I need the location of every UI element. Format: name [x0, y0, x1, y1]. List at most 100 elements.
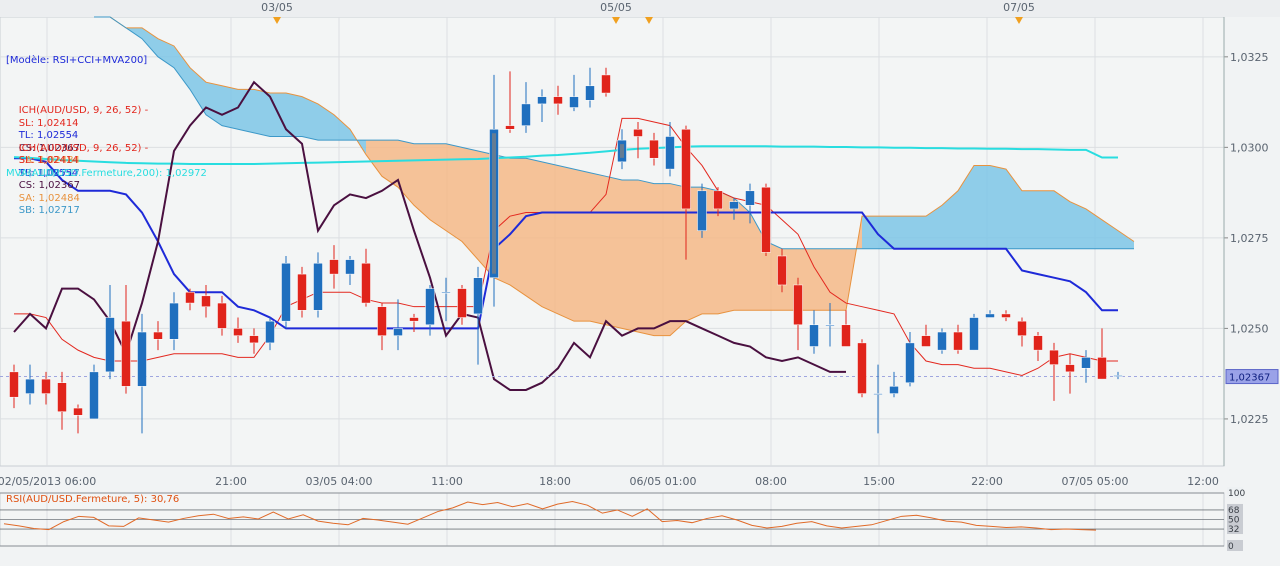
candle-bearish [9, 371, 19, 398]
candle-bullish [89, 371, 99, 420]
candle-bearish [1017, 320, 1027, 336]
candle-bearish [505, 125, 515, 130]
candle-bearish [761, 186, 771, 253]
x-tick-label: 11:00 [431, 475, 463, 488]
candle-bullish [889, 386, 899, 394]
rsi-level-tag [1227, 487, 1243, 498]
candle-highlight [620, 144, 624, 158]
candle-bullish [537, 96, 547, 105]
x-tick-label: 03/05 04:00 [306, 475, 373, 488]
x-tick-label: 22:00 [971, 475, 1003, 488]
candle-bullish [665, 136, 675, 170]
x-tick-label: 12:00 [1187, 475, 1219, 488]
candle-bearish [329, 259, 339, 275]
candle-bearish [857, 342, 867, 394]
candle-bullish [969, 317, 979, 351]
candle-bearish [297, 273, 307, 311]
candle-bullish [313, 262, 323, 311]
rsi-level-label: 50 [1228, 516, 1240, 526]
candle-bearish [793, 284, 803, 326]
kumo-cloud-bullish [862, 165, 1134, 249]
last-price-value: 1,02367 [1229, 373, 1270, 384]
candle-bearish [713, 190, 723, 210]
rsi-line [3, 500, 1097, 531]
candle-bullish [825, 324, 835, 327]
candle-bearish [1097, 357, 1107, 380]
candle-bearish [361, 262, 371, 304]
candle-bullish [25, 378, 35, 394]
top-date-label: 07/05 [1003, 1, 1035, 14]
kijun-sen-line [14, 157, 1118, 330]
candle-bearish [185, 291, 195, 304]
y-tick-label: 1,0300 [1230, 141, 1269, 154]
rsi-level-label: 100 [1228, 489, 1245, 499]
candle-bearish [201, 295, 211, 307]
x-tick-label: 06/05 01:00 [630, 475, 697, 488]
top-date-strip [0, 0, 1280, 17]
candle-bullish [265, 320, 275, 344]
candle-bullish [105, 317, 115, 373]
kumo-cloud-bullish [94, 17, 366, 155]
candle-bearish [601, 74, 611, 94]
candle-bearish [1001, 313, 1011, 318]
candle-bearish [1049, 349, 1059, 365]
y-tick-label: 1,0275 [1230, 232, 1269, 245]
candle-bearish [777, 255, 787, 286]
x-tick-label: 08:00 [755, 475, 787, 488]
candle-bearish [249, 335, 259, 344]
rsi-level-label: 32 [1228, 525, 1239, 535]
top-date-label: 05/05 [600, 1, 632, 14]
x-tick-label: 15:00 [863, 475, 895, 488]
candle-bearish [1065, 364, 1075, 373]
y-tick-label: 1,0250 [1230, 322, 1269, 335]
candle-bearish [681, 129, 691, 210]
candle-bullish [873, 393, 883, 395]
candle-bullish [1113, 375, 1123, 377]
rsi-level-tag [1227, 523, 1243, 535]
candle-bullish [393, 328, 403, 336]
x-tick-label: 21:00 [215, 475, 247, 488]
rsi-level-tag [1227, 540, 1243, 551]
candle-bearish [377, 306, 387, 336]
candle-bearish [633, 129, 643, 137]
candle-bearish [153, 331, 163, 340]
session-marker-arrow [612, 17, 620, 24]
mva200-line [13, 145, 1118, 166]
candle-bearish [41, 378, 51, 394]
candle-bearish [73, 407, 83, 416]
candle-bearish [1033, 335, 1043, 351]
rsi-legend: RSI(AUD/USD.Fermeture, 5): 30,76 [6, 494, 180, 505]
last-price-box [1225, 369, 1279, 385]
candle-bullish [281, 262, 291, 322]
candle-bullish [473, 277, 483, 315]
rsi-level-tag [1227, 513, 1243, 525]
x-tick-label: 07/05 05:00 [1062, 475, 1129, 488]
candle-bullish [745, 190, 755, 206]
candle-bullish [345, 259, 355, 275]
candle-bullish [985, 313, 995, 318]
y-tick-label: 1,0225 [1230, 413, 1269, 426]
chikou-span-line [13, 80, 846, 391]
rsi-level-label: 68 [1228, 506, 1240, 516]
candle-bullish [441, 291, 451, 294]
candle-bullish [585, 85, 595, 101]
y-tick-label: 1,0325 [1230, 51, 1269, 64]
candle-bullish [169, 302, 179, 340]
candle-highlight [492, 133, 496, 274]
candle-bearish [953, 331, 963, 351]
rsi-level-label: 0 [1228, 542, 1234, 552]
candle-bullish [905, 342, 915, 383]
session-marker-arrow [1015, 17, 1023, 24]
candle-bearish [921, 335, 931, 347]
x-tick-label: 02/05/2013 06:00 [0, 475, 96, 488]
candle-bullish [729, 201, 739, 210]
candle-bearish [217, 302, 227, 329]
x-tick-label: 18:00 [539, 475, 571, 488]
candle-bullish [425, 288, 435, 326]
candle-bullish [697, 190, 707, 231]
candle-bearish [57, 382, 67, 412]
candle-bullish [1081, 357, 1091, 369]
candle-bearish [121, 320, 131, 387]
